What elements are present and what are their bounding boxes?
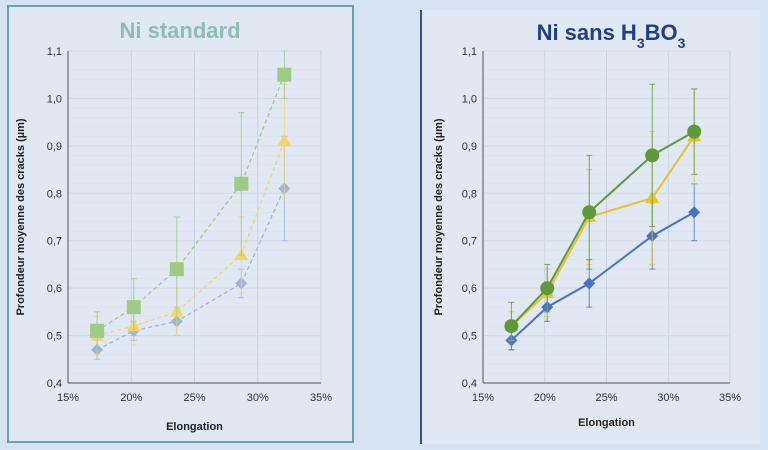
series-2 <box>90 50 292 351</box>
data-point <box>277 67 292 82</box>
title-part: BO <box>645 20 678 45</box>
title-subscript: 3 <box>637 35 645 51</box>
series-2 <box>504 83 702 351</box>
data-point <box>645 148 660 163</box>
data-point <box>126 300 141 315</box>
data-point <box>687 124 702 139</box>
y-tick-label: 0,5 <box>462 331 477 343</box>
y-tick-label: 0,6 <box>47 283 62 295</box>
y-tick-label: 0,7 <box>47 236 62 248</box>
y-tick-label: 0,4 <box>462 378 477 390</box>
x-tick-label: 30% <box>657 392 679 404</box>
chart-title: Ni standard <box>119 18 240 43</box>
data-point <box>688 206 701 219</box>
x-tick-label: 20% <box>120 392 142 404</box>
y-tick-label: 0,5 <box>47 331 62 343</box>
x-tick-label: 30% <box>247 392 269 404</box>
data-point <box>277 134 292 147</box>
x-tick-label: 35% <box>719 392 741 404</box>
y-tick-label: 1,0 <box>462 93 477 105</box>
y-tick-label: 0,9 <box>47 141 62 153</box>
x-tick-label: 20% <box>534 392 556 404</box>
y-tick-label: 0,6 <box>462 283 477 295</box>
x-axis-label: Elongation <box>578 417 635 429</box>
series-0 <box>505 183 701 351</box>
y-tick-label: 0,4 <box>47 378 62 390</box>
y-tick-label: 0,9 <box>462 141 477 153</box>
chart-panel-left <box>7 5 354 443</box>
y-axis-label: Profondeur moyenne des cracks (µm) <box>433 118 445 315</box>
y-axis-label: Profondeur moyenne des cracks (µm) <box>15 118 27 315</box>
x-tick-label: 25% <box>183 392 205 404</box>
chart-title: Ni sans H3BO3 <box>537 20 686 51</box>
x-tick-label: 15% <box>472 392 494 404</box>
data-point <box>583 277 596 290</box>
x-axis-label: Elongation <box>166 421 223 433</box>
x-tick-label: 25% <box>595 392 617 404</box>
data-point <box>90 323 105 338</box>
data-point <box>582 205 597 220</box>
data-point <box>169 262 184 277</box>
data-point <box>504 319 519 334</box>
y-tick-label: 1,1 <box>47 46 62 58</box>
y-tick-label: 1,1 <box>462 46 477 58</box>
y-tick-label: 0,7 <box>462 236 477 248</box>
title-part: Ni sans H <box>537 20 637 45</box>
data-point <box>540 281 555 296</box>
title-subscript: 3 <box>678 35 686 51</box>
chart-panel-right <box>420 10 760 444</box>
y-tick-label: 1,0 <box>47 93 62 105</box>
data-point <box>234 176 249 191</box>
x-tick-label: 35% <box>310 392 332 404</box>
y-tick-label: 0,8 <box>47 188 62 200</box>
x-tick-label: 15% <box>57 392 79 404</box>
y-tick-label: 0,8 <box>462 188 477 200</box>
